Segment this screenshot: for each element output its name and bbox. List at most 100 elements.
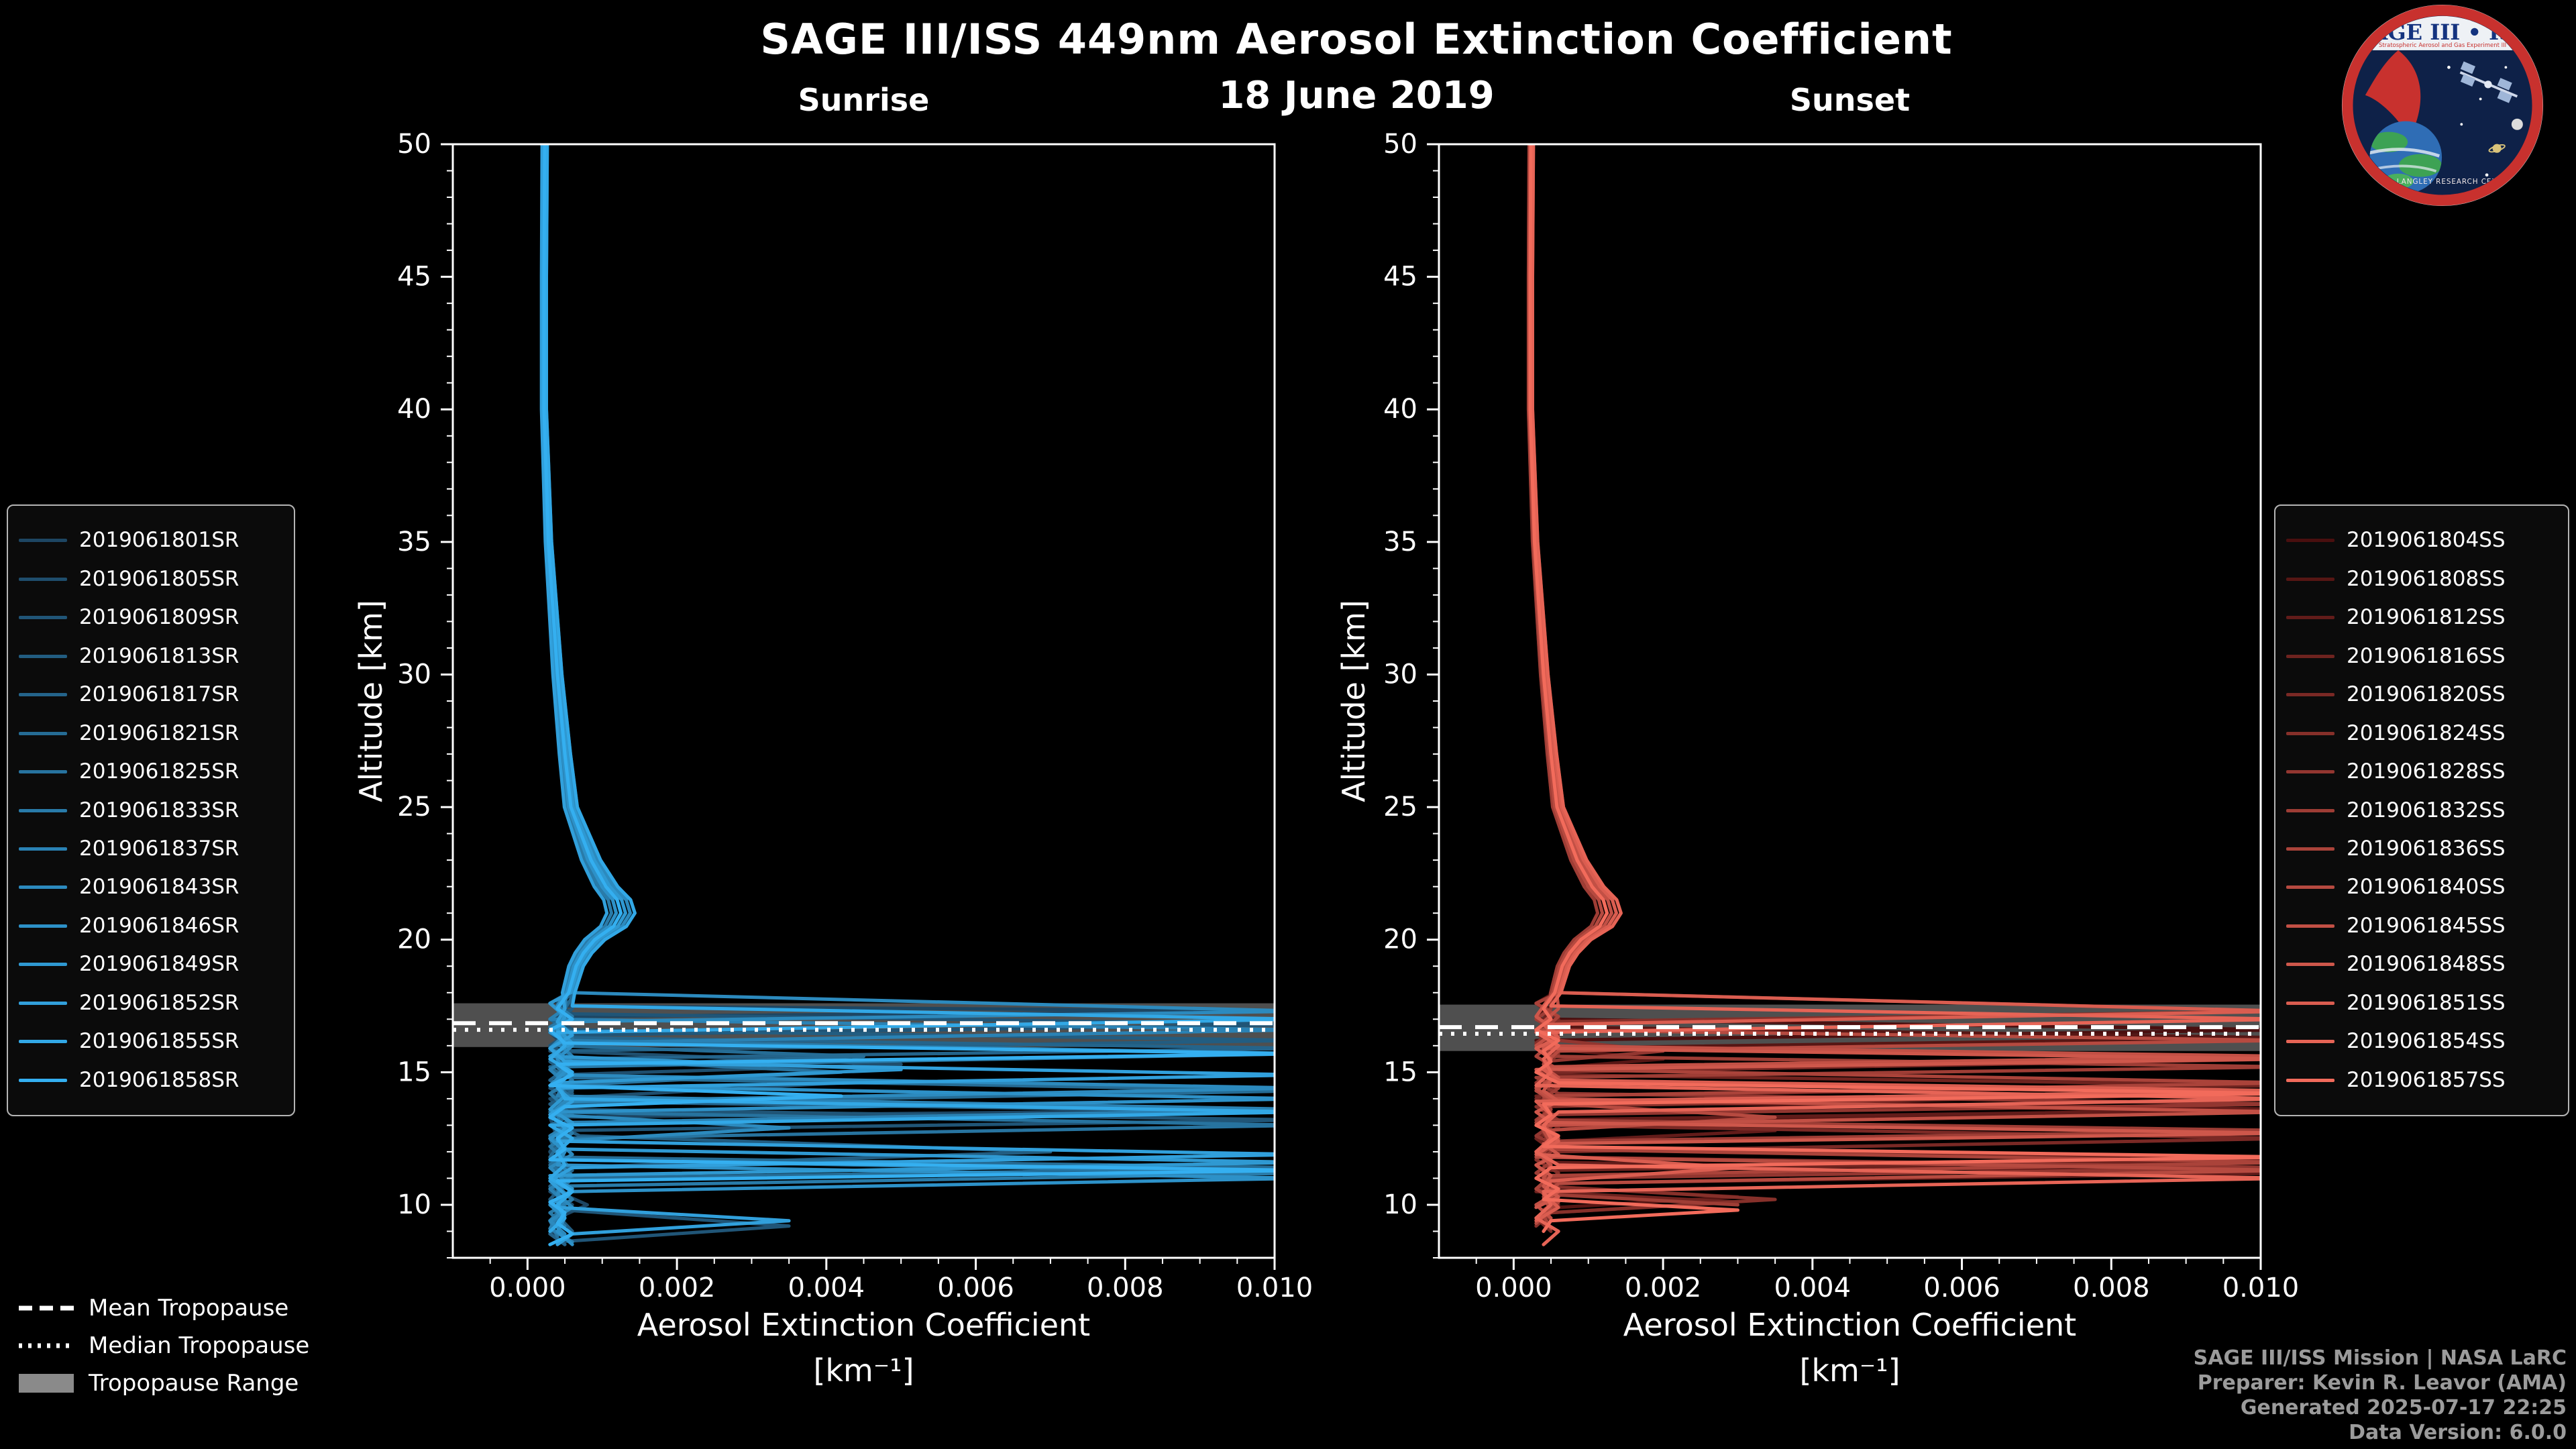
svg-text:0.006: 0.006 — [1923, 1273, 2000, 1303]
legend-item: 2019061857SS — [2286, 1067, 2557, 1092]
series-color-swatch — [19, 1078, 67, 1082]
svg-text:10: 10 — [1383, 1189, 1417, 1220]
saturn-icon — [2488, 144, 2506, 153]
series-color-swatch — [2286, 1001, 2334, 1005]
svg-text:0.008: 0.008 — [2073, 1273, 2150, 1303]
series-label: 2019061816SS — [2347, 643, 2506, 668]
svg-text:0.004: 0.004 — [788, 1273, 865, 1303]
credit-data-version: Data Version: 6.0.0 — [2349, 1421, 2567, 1444]
series-label: 2019061848SS — [2347, 952, 2506, 977]
series-color-swatch — [19, 1040, 67, 1044]
series-color-swatch — [2286, 924, 2334, 928]
series-label: 2019061858SR — [79, 1067, 239, 1092]
legend-item: 2019061813SR — [19, 645, 283, 667]
patch-figure — [2365, 50, 2421, 139]
credit-mission: SAGE III/ISS Mission | NASA LaRC — [2193, 1346, 2567, 1370]
svg-text:0.008: 0.008 — [1087, 1273, 1164, 1303]
sunset-x-axis-label: Aerosol Extinction Coefficient — [1623, 1307, 2077, 1343]
sunrise-x-axis-label: Aerosol Extinction Coefficient — [637, 1307, 1091, 1343]
series-label: 2019061854SS — [2347, 1029, 2506, 1054]
series-label: 2019061855SR — [79, 1029, 239, 1054]
median-tropopause-legend-item: Median Tropopause — [17, 1332, 309, 1359]
legend-item: 2019061845SS — [2286, 913, 2557, 938]
svg-text:0.002: 0.002 — [1625, 1273, 1702, 1303]
iss-illustration — [2459, 61, 2518, 103]
mean-tropopause-label: Mean Tropopause — [89, 1295, 289, 1322]
svg-text:30: 30 — [1383, 659, 1417, 690]
credits-block: SAGE III/ISS Mission | NASA LaRC Prepare… — [2194, 1346, 2567, 1445]
series-label: 2019061851SS — [2347, 990, 2506, 1015]
sunrise-events-legend: 2019061801SR 2019061805SR 2019061809SR 2019… — [7, 504, 295, 1116]
series-label: 2019061821SR — [79, 720, 239, 745]
svg-text:0.010: 0.010 — [2222, 1273, 2300, 1303]
legend-item: 2019061817SR — [19, 684, 283, 705]
svg-text:25: 25 — [1383, 792, 1417, 822]
y-axis-ticks: 10 15 20 25 30 35 40 45 50 — [397, 129, 453, 1258]
legend-item: 2019061858SR — [19, 1067, 283, 1092]
series-color-swatch — [2286, 731, 2334, 735]
legend-item: 2019061851SS — [2286, 990, 2557, 1015]
series-color-swatch — [2286, 577, 2334, 581]
series-color-swatch — [19, 539, 67, 543]
svg-text:0.000: 0.000 — [489, 1273, 566, 1303]
series-label: 2019061857SS — [2347, 1067, 2506, 1092]
svg-text:0.006: 0.006 — [937, 1273, 1014, 1303]
series-color-swatch — [2286, 847, 2334, 851]
svg-text:25: 25 — [397, 792, 431, 822]
earth-illustration — [2369, 121, 2443, 194]
patch-subtitle-text: Stratospheric Aerosol and Gas Experiment… — [2379, 42, 2506, 49]
series-label: 2019061809SR — [79, 605, 239, 630]
series-color-swatch — [2286, 616, 2334, 620]
sunset-events-legend: 2019061804SS 2019061808SS 2019061812SS 2019… — [2274, 504, 2569, 1116]
date-label: 18 June 2019 — [1218, 74, 1495, 117]
series-color-swatch — [19, 963, 67, 967]
series-label: 2019061825SR — [79, 759, 239, 784]
sunset-subtitle: Sunset — [1789, 82, 1911, 118]
series-label: 2019061837SR — [79, 836, 239, 861]
credit-generated: Generated 2025-07-17 22:25 — [2240, 1396, 2567, 1419]
x-axis-ticks: 0.000 0.002 0.004 0.006 0.008 0.010 — [489, 1258, 1313, 1303]
legend-item: 2019061828SS — [2286, 761, 2557, 782]
series-label: 2019061846SR — [79, 913, 239, 938]
profile-line-2019061852SR — [539, 144, 1275, 1246]
series-color-swatch — [19, 847, 67, 851]
legend-item: 2019061812SS — [2286, 607, 2557, 628]
series-color-swatch — [19, 808, 67, 812]
series-label: 2019061833SR — [79, 798, 239, 822]
legend-item: 2019061832SS — [2286, 800, 2557, 821]
svg-text:45: 45 — [1383, 262, 1417, 292]
legend-item: 2019061836SS — [2286, 838, 2557, 859]
patch-ring-text: NASA LANGLEY RESEARCH CENTER — [2372, 178, 2513, 186]
legend-item: 2019061801SR — [19, 530, 283, 551]
svg-text:0.010: 0.010 — [1236, 1273, 1313, 1303]
series-color-swatch — [19, 731, 67, 735]
svg-text:0.000: 0.000 — [1475, 1273, 1552, 1303]
series-color-swatch — [2286, 808, 2334, 812]
series-color-swatch — [19, 654, 67, 658]
legend-item: 2019061837SR — [19, 836, 283, 861]
legend-item: 2019061825SR — [19, 761, 283, 782]
series-label: 2019061849SR — [79, 952, 239, 977]
series-label: 2019061817SR — [79, 682, 239, 707]
series-color-swatch — [19, 616, 67, 620]
legend-item: 2019061820SS — [2286, 684, 2557, 705]
legend-item: 2019061816SS — [2286, 643, 2557, 668]
legend-item: 2019061809SR — [19, 607, 283, 628]
profile-lines — [539, 144, 1275, 1246]
svg-text:40: 40 — [1383, 394, 1417, 425]
legend-item: 2019061804SS — [2286, 530, 2557, 551]
series-label: 2019061843SR — [79, 875, 239, 900]
median-tropopause-label: Median Tropopause — [89, 1332, 310, 1359]
svg-text:20: 20 — [1383, 924, 1417, 955]
series-label: 2019061845SS — [2347, 913, 2506, 938]
moon-icon — [2511, 118, 2523, 130]
svg-text:45: 45 — [397, 262, 431, 292]
svg-text:20: 20 — [397, 924, 431, 955]
series-color-swatch — [19, 885, 67, 890]
series-color-swatch — [19, 924, 67, 928]
legend-item: 2019061848SS — [2286, 954, 2557, 975]
series-color-swatch — [2286, 770, 2334, 774]
series-color-swatch — [19, 577, 67, 581]
